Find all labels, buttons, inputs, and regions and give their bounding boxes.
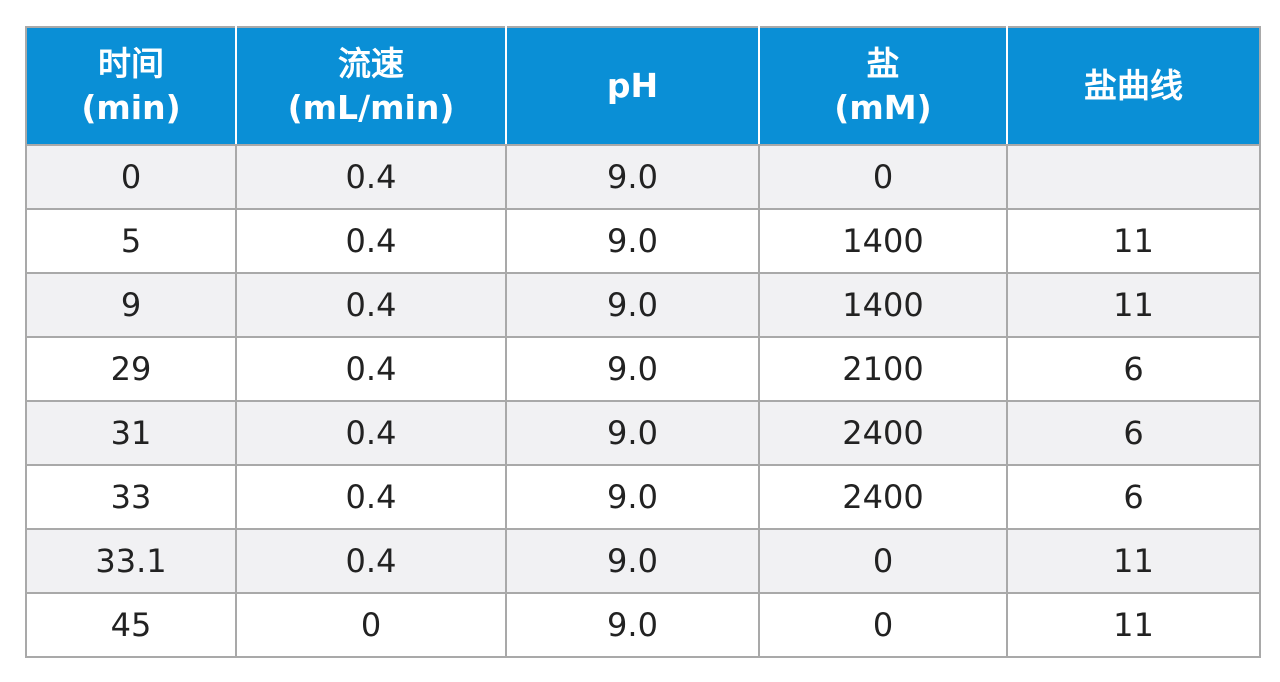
table-row: 29 0.4 9.0 2100 6 <box>25 336 1261 402</box>
cell-flow-rate: 0.4 <box>235 208 507 274</box>
cell-salt-curve: 11 <box>1006 528 1261 594</box>
cell-flow-rate: 0.4 <box>235 144 507 210</box>
cell-time: 5 <box>25 208 237 274</box>
cell-time: 45 <box>25 592 237 658</box>
cell-salt: 0 <box>758 528 1008 594</box>
header-flow-rate-label: 流速 <box>338 44 404 83</box>
cell-flow-rate: 0.4 <box>235 336 507 402</box>
header-flow-rate-unit: (mL/min) <box>287 88 455 127</box>
gradient-table-container: 时间 (min) 流速 (mL/min) pH 盐 (mM) 盐曲线 <box>25 26 1261 658</box>
cell-ph: 9.0 <box>505 336 760 402</box>
cell-salt: 2400 <box>758 400 1008 466</box>
cell-salt: 2400 <box>758 464 1008 530</box>
table-row: 33.1 0.4 9.0 0 11 <box>25 528 1261 594</box>
cell-time: 33 <box>25 464 237 530</box>
cell-salt-curve <box>1006 144 1261 210</box>
table-row: 5 0.4 9.0 1400 11 <box>25 208 1261 274</box>
header-salt-curve: 盐曲线 <box>1007 26 1261 146</box>
cell-time: 33.1 <box>25 528 237 594</box>
cell-flow-rate: 0 <box>235 592 507 658</box>
cell-ph: 9.0 <box>505 272 760 338</box>
header-time-label: 时间 <box>98 44 164 83</box>
cell-ph: 9.0 <box>505 464 760 530</box>
header-row: 时间 (min) 流速 (mL/min) pH 盐 (mM) 盐曲线 <box>25 26 1261 146</box>
cell-ph: 9.0 <box>505 528 760 594</box>
cell-ph: 9.0 <box>505 592 760 658</box>
cell-salt-curve: 6 <box>1006 336 1261 402</box>
header-salt-label: 盐 <box>866 44 900 83</box>
header-time-unit: (min) <box>81 88 181 127</box>
gradient-table: 时间 (min) 流速 (mL/min) pH 盐 (mM) 盐曲线 <box>25 26 1261 658</box>
table-row: 0 0.4 9.0 0 <box>25 144 1261 210</box>
cell-ph: 9.0 <box>505 144 760 210</box>
cell-salt: 1400 <box>758 272 1008 338</box>
cell-salt-curve: 6 <box>1006 400 1261 466</box>
cell-flow-rate: 0.4 <box>235 400 507 466</box>
table-row: 9 0.4 9.0 1400 11 <box>25 272 1261 338</box>
header-salt: 盐 (mM) <box>759 26 1008 146</box>
cell-time: 9 <box>25 272 237 338</box>
cell-flow-rate: 0.4 <box>235 528 507 594</box>
cell-salt: 0 <box>758 592 1008 658</box>
cell-time: 0 <box>25 144 237 210</box>
table-row: 45 0 9.0 0 11 <box>25 592 1261 658</box>
header-ph-label: pH <box>606 66 659 105</box>
cell-salt: 0 <box>758 144 1008 210</box>
header-ph: pH <box>506 26 760 146</box>
table-row: 31 0.4 9.0 2400 6 <box>25 400 1261 466</box>
table-row: 33 0.4 9.0 2400 6 <box>25 464 1261 530</box>
cell-flow-rate: 0.4 <box>235 464 507 530</box>
header-salt-curve-label: 盐曲线 <box>1084 66 1183 105</box>
cell-time: 31 <box>25 400 237 466</box>
cell-ph: 9.0 <box>505 400 760 466</box>
cell-salt-curve: 6 <box>1006 464 1261 530</box>
header-flow-rate: 流速 (mL/min) <box>236 26 507 146</box>
cell-salt-curve: 11 <box>1006 208 1261 274</box>
header-salt-unit: (mM) <box>834 88 932 127</box>
cell-salt: 1400 <box>758 208 1008 274</box>
cell-flow-rate: 0.4 <box>235 272 507 338</box>
cell-time: 29 <box>25 336 237 402</box>
cell-salt-curve: 11 <box>1006 592 1261 658</box>
cell-ph: 9.0 <box>505 208 760 274</box>
cell-salt: 2100 <box>758 336 1008 402</box>
header-time: 时间 (min) <box>25 26 237 146</box>
cell-salt-curve: 11 <box>1006 272 1261 338</box>
